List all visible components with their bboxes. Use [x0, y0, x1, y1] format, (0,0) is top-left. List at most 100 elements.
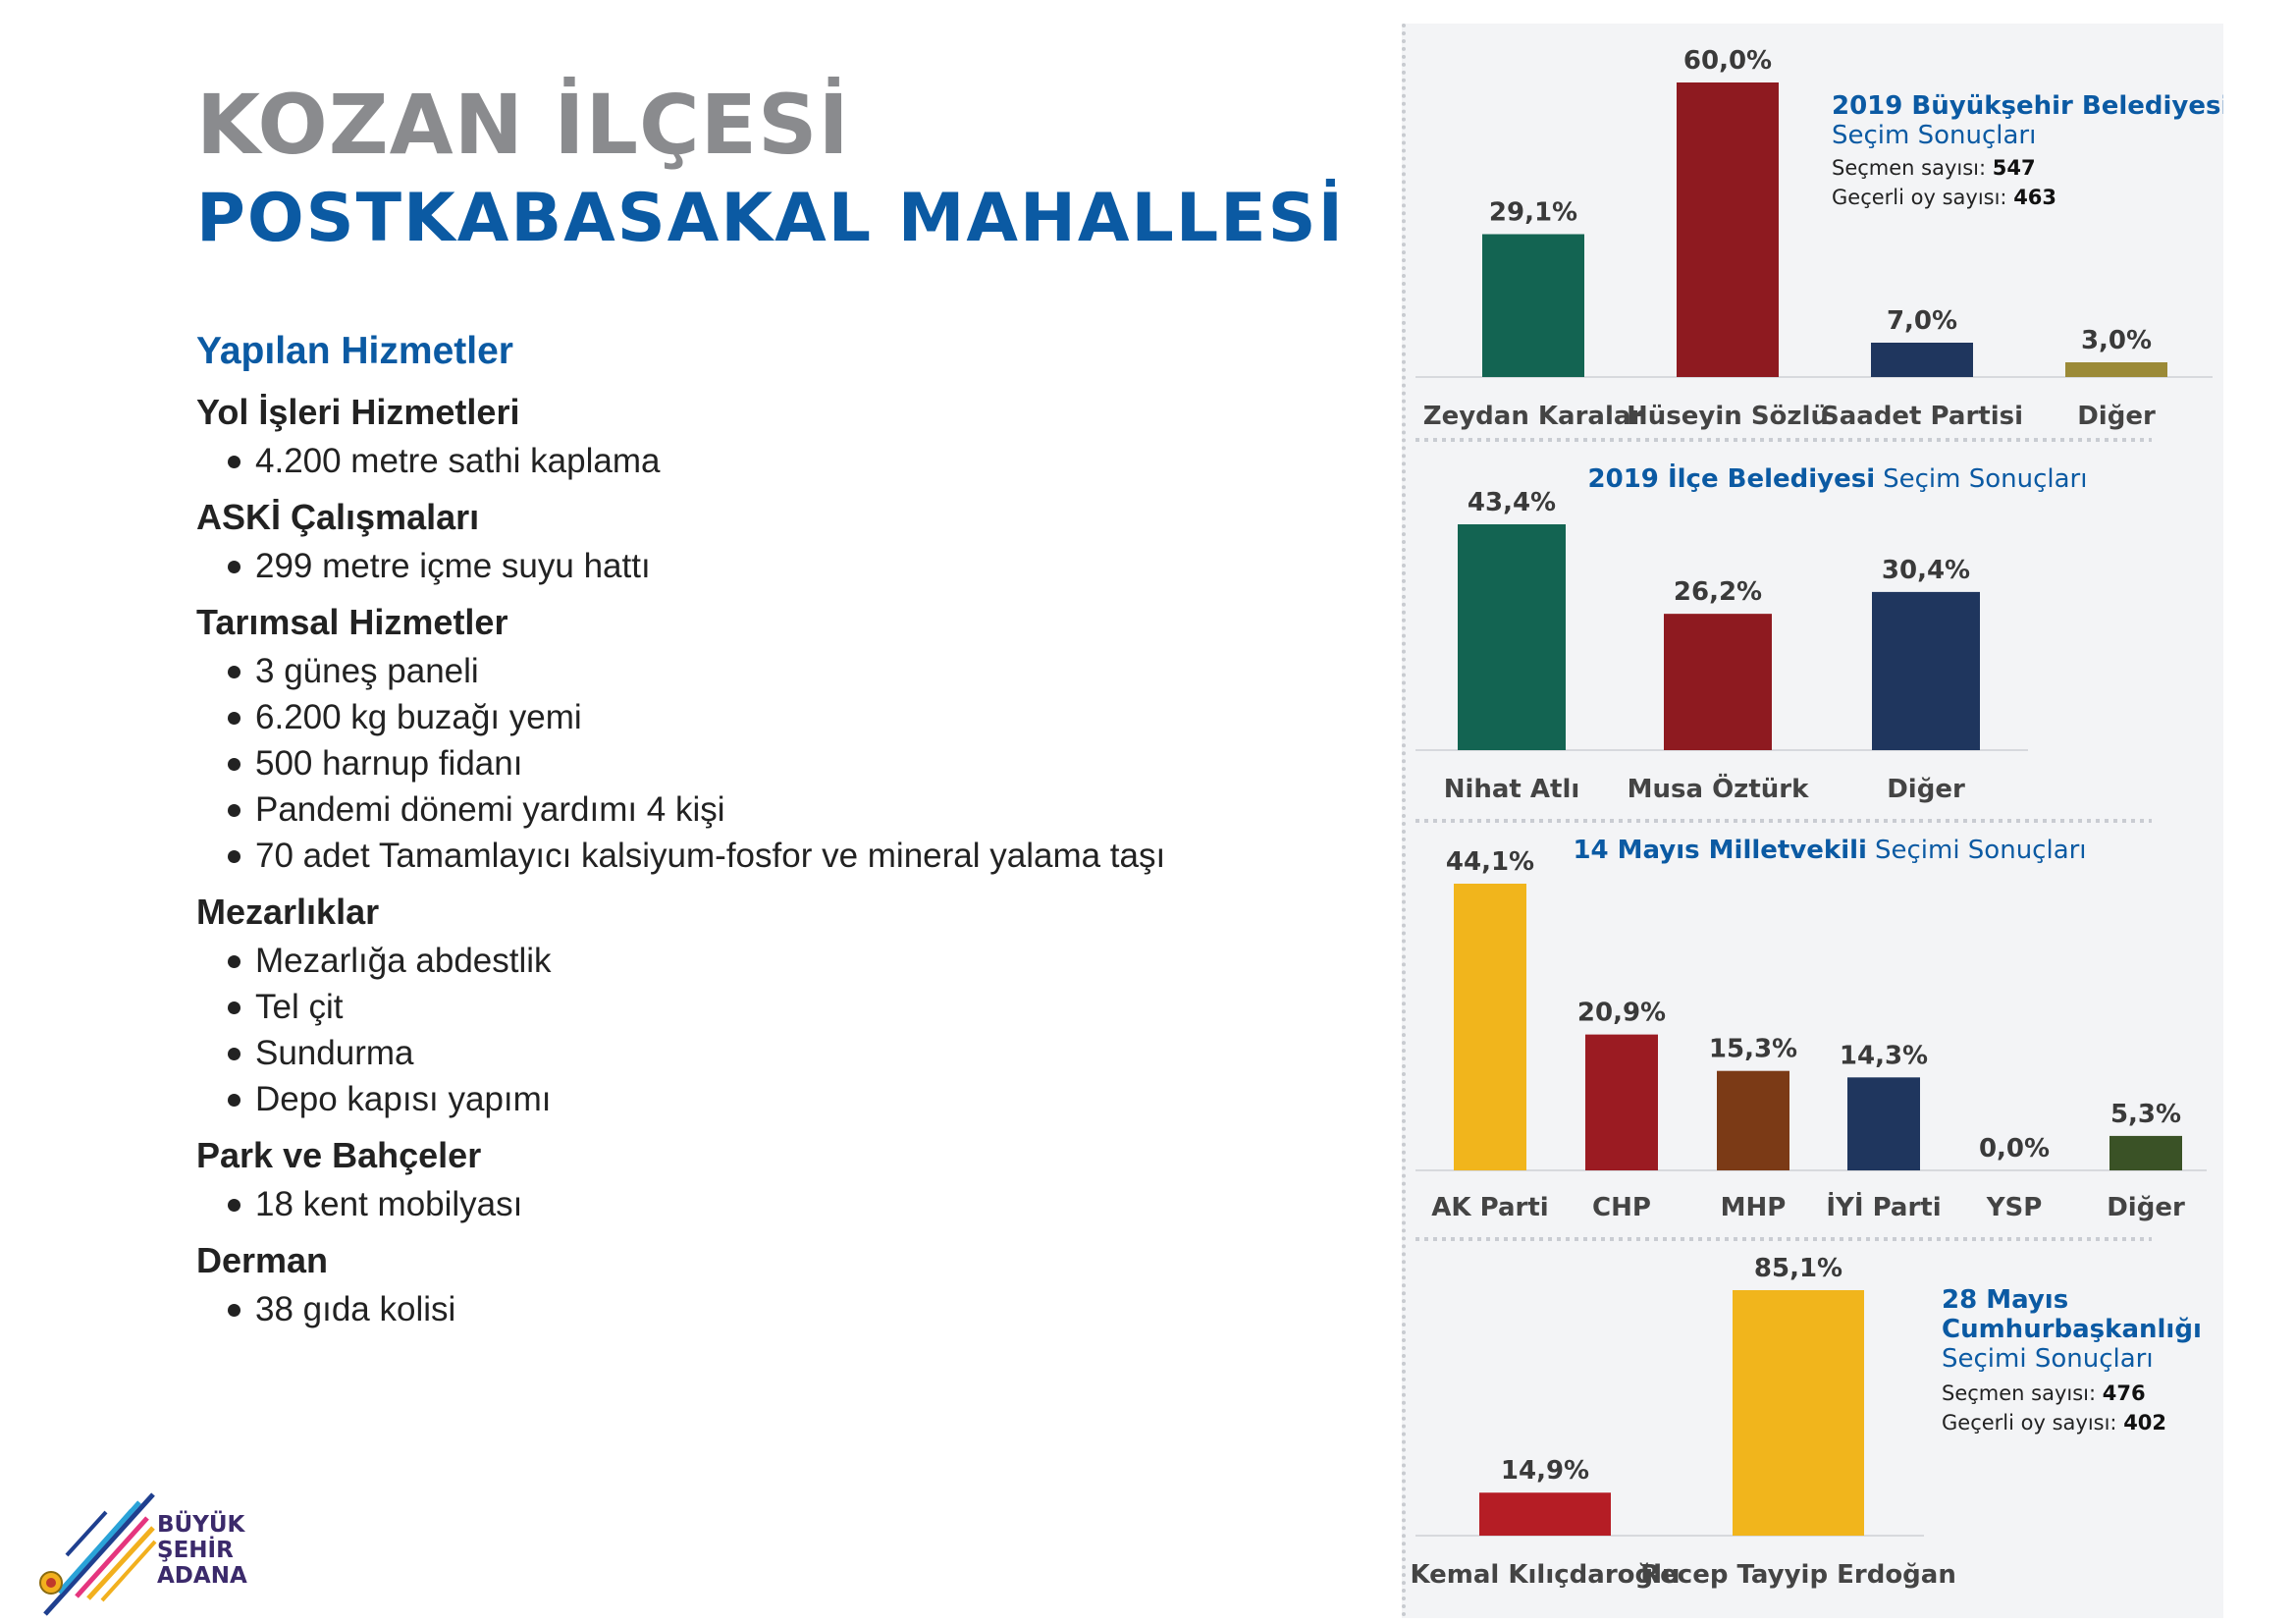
service-list: Mezarlığa abdestlik Tel çit Sundurma Depo k… — [196, 938, 1335, 1122]
service-item: 18 kent mobilyası — [226, 1181, 1335, 1227]
data-label: 26,2% — [1674, 577, 1762, 607]
category-label: Diğer — [2077, 402, 2156, 431]
bar — [1717, 1070, 1789, 1170]
bar — [1872, 591, 1980, 750]
data-label: 85,1% — [1754, 1254, 1842, 1283]
service-item: Depo kapısı yapımı — [226, 1076, 1335, 1122]
service-section-title: ASKİ Çalışmaları — [196, 497, 480, 537]
chart-2: 43,4% Nihat Atlı 26,2% Musa Öztürk 30,4% Diğe… — [1415, 488, 2028, 804]
data-label: 3,0% — [2081, 326, 2152, 355]
chart-3-title: 14 Mayıs Milletvekili Seçimi Sonuçları — [1573, 836, 2086, 865]
chart-title-line-2: Cumhurbaşkanlığı — [1942, 1315, 2202, 1344]
services-sections: Yol İşleri Hizmetleri 4.200 metre sathi k… — [196, 387, 1335, 1332]
election-charts: 29,1% Zeydan Karalar 60,0% Hüseyin Sözlü 7,0… — [1410, 46, 2223, 1590]
bar — [1733, 1290, 1864, 1536]
category-label: Nihat Atlı — [1444, 775, 1580, 804]
category-label: Musa Öztürk — [1628, 772, 1809, 804]
bar — [1479, 1492, 1611, 1536]
neighborhood-title: POSTKABASAKAL MAHALLESİ — [196, 180, 1345, 257]
service-section-title: Tarımsal Hizmetler — [196, 602, 508, 642]
service-item: Sundurma — [226, 1030, 1335, 1076]
service-section: Derman 38 gıda kolisi — [196, 1235, 1335, 1332]
service-section-title: Park ve Bahçeler — [196, 1135, 482, 1175]
logo-text: BÜYÜK ŞEHİR ADANA — [157, 1512, 247, 1589]
bar — [2109, 1135, 2182, 1170]
service-list: 4.200 metre sathi kaplama — [196, 438, 1335, 484]
chart-title-line-1: 28 Mayıs — [1942, 1285, 2068, 1315]
category-label: YSP — [1986, 1193, 2043, 1222]
service-section: Park ve Bahçeler 18 kent mobilyası — [196, 1130, 1335, 1227]
voter-count: Seçmen sayısı: 476 — [1942, 1381, 2146, 1405]
valid-vote-count: Geçerli oy sayısı: 402 — [1942, 1411, 2166, 1435]
service-list: 3 güneş paneli 6.200 kg buzağı yemi 500 ha… — [196, 648, 1335, 879]
service-list: 38 gıda kolisi — [196, 1286, 1335, 1332]
valid-vote-count: Geçerli oy sayısı: 463 — [1832, 186, 2056, 209]
category-label: CHP — [1592, 1193, 1651, 1222]
emblem-icon — [39, 1571, 63, 1595]
data-label: 14,9% — [1501, 1456, 1589, 1486]
data-label: 60,0% — [1683, 46, 1772, 76]
data-label: 29,1% — [1489, 198, 1577, 228]
chart-3: 44,1% AK Parti 20,9% CHP 15,3% MHP 14,3% İYİ Pa… — [1415, 847, 2207, 1222]
category-label: Zeydan Karalar — [1423, 402, 1644, 431]
category-label: Diğer — [2107, 1193, 2185, 1222]
data-label: 43,4% — [1468, 488, 1556, 517]
service-item: 3 güneş paneli — [226, 648, 1335, 694]
data-label: 15,3% — [1709, 1035, 1797, 1064]
category-label: Diğer — [1887, 775, 1965, 804]
data-label: 5,3% — [2110, 1100, 2181, 1129]
service-section: Yol İşleri Hizmetleri 4.200 metre sathi k… — [196, 387, 1335, 484]
bar — [1677, 82, 1779, 377]
chart-4: 14,9% Kemal Kılıçdaroğlu 85,1% Recep Tayyip… — [1410, 1254, 1955, 1590]
logo-line-2: ŞEHİR — [157, 1538, 234, 1563]
bar — [1482, 234, 1584, 377]
bar — [1458, 524, 1566, 750]
category-label: MHP — [1721, 1193, 1787, 1222]
service-section-title: Mezarlıklar — [196, 892, 380, 932]
bar — [2065, 362, 2167, 377]
category-label: Saadet Partisi — [1821, 402, 2023, 431]
data-label: 14,3% — [1840, 1041, 1928, 1070]
service-item: 299 metre içme suyu hattı — [226, 543, 1335, 589]
data-label: 20,9% — [1577, 999, 1666, 1028]
services-heading: Yapılan Hizmetler — [196, 330, 513, 372]
chart-title-bold: 2019 Büyükşehir Belediyesi — [1832, 91, 2223, 121]
bar — [1585, 1034, 1658, 1170]
service-item: 6.200 kg buzağı yemi — [226, 694, 1335, 740]
service-item: 38 gıda kolisi — [226, 1286, 1335, 1332]
service-list: 299 metre içme suyu hattı — [196, 543, 1335, 589]
service-item: 4.200 metre sathi kaplama — [226, 438, 1335, 484]
service-section: ASKİ Çalışmaları 299 metre içme suyu hatt… — [196, 492, 1335, 589]
chart-title-line-3: Seçimi Sonuçları — [1942, 1344, 2154, 1374]
data-label: 30,4% — [1882, 556, 1970, 585]
bar — [1871, 343, 1973, 377]
service-list: 18 kent mobilyası — [196, 1181, 1335, 1227]
category-label: Hüseyin Sözlü — [1627, 402, 1829, 431]
category-label: AK Parti — [1431, 1193, 1548, 1222]
logo-line-3: ADANA — [157, 1563, 247, 1589]
data-label: 44,1% — [1446, 847, 1534, 877]
bar — [1454, 884, 1526, 1170]
service-item: Tel çit — [226, 984, 1335, 1030]
category-label: İYİ Parti — [1826, 1191, 1941, 1222]
chart-title-rest: Seçim Sonuçları — [1832, 121, 2036, 150]
service-item: Pandemi dönemi yardımı 4 kişi — [226, 786, 1335, 833]
service-section: Mezarlıklar Mezarlığa abdestlik Tel çit Sun… — [196, 887, 1335, 1122]
chart-1: 29,1% Zeydan Karalar 60,0% Hüseyin Sözlü 7,0… — [1415, 46, 2213, 431]
category-label: Recep Tayyip Erdoğan — [1640, 1560, 1956, 1590]
district-title: KOZAN İLÇESİ — [196, 77, 850, 173]
logo-line-1: BÜYÜK — [157, 1512, 245, 1538]
service-item: 70 adet Tamamlayıcı kalsiyum-fosfor ve m… — [226, 833, 1335, 879]
election-charts-panel: 29,1% Zeydan Karalar 60,0% Hüseyin Sözlü 7,0… — [1402, 24, 2223, 1618]
logo-stripes-icon — [43, 1492, 157, 1616]
voter-count: Seçmen sayısı: 547 — [1832, 156, 2036, 180]
service-section: Tarımsal Hizmetler 3 güneş paneli 6.200 kg… — [196, 597, 1335, 879]
service-item: Mezarlığa abdestlik — [226, 938, 1335, 984]
data-label: 0,0% — [1979, 1134, 2050, 1164]
services-panel: Yapılan Hizmetler Yol İşleri Hizmetleri 4… — [196, 324, 1335, 1332]
bar — [1847, 1077, 1920, 1170]
service-section-title: Yol İşleri Hizmetleri — [196, 392, 520, 432]
logo-mark — [39, 1492, 157, 1616]
